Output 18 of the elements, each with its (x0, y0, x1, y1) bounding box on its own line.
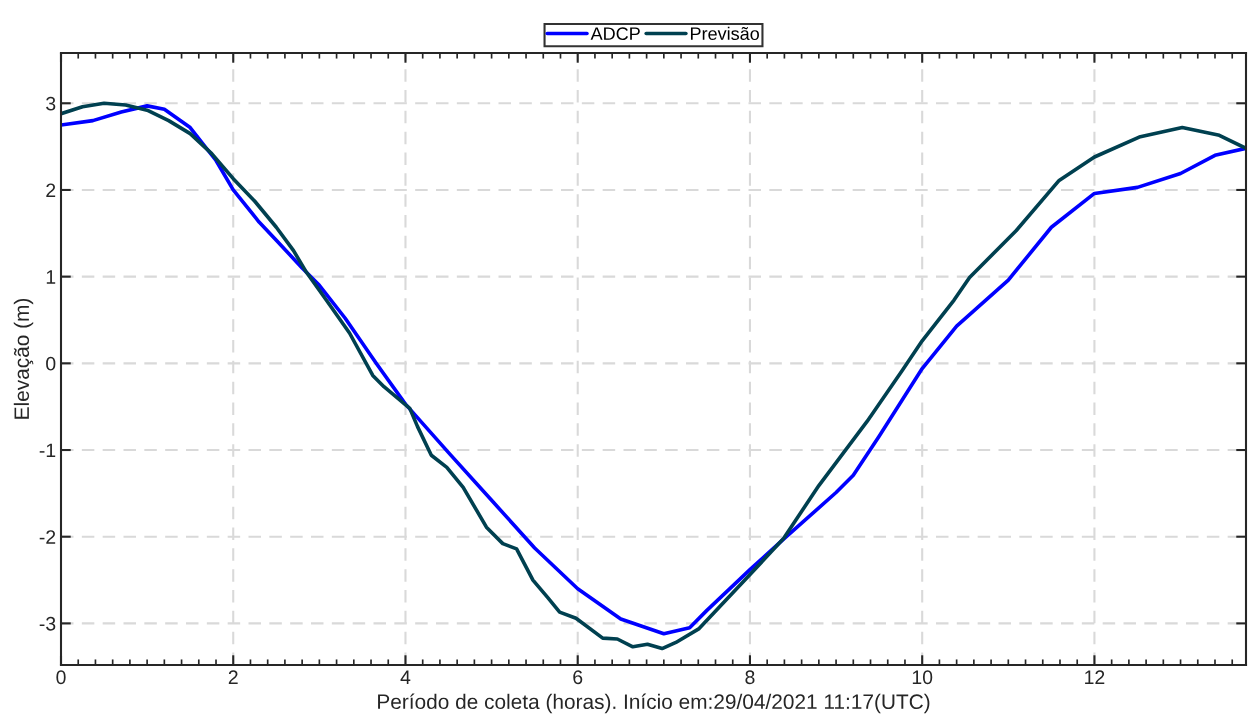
legend-label: ADCP (590, 27, 640, 41)
y-tick-label: 1 (46, 270, 56, 284)
x-tick-label: 8 (745, 670, 755, 685)
x-tick-label: 0 (56, 670, 66, 685)
y-tick-label: -2 (39, 530, 56, 544)
y-tick-label: -1 (39, 443, 56, 458)
y-tick-label: 0 (46, 356, 56, 371)
y-axis-title: Elevação (m) (13, 298, 34, 419)
x-tick-label: 6 (573, 670, 583, 685)
x-tick-label: 12 (1085, 670, 1105, 684)
legend-label: Previsão (690, 26, 759, 41)
y-tick-label: 3 (46, 96, 56, 111)
x-tick-label: 10 (912, 670, 933, 685)
x-axis-title: Período de coleta (horas). Início em:29/04/2021 11:17(UTC) (378, 693, 930, 714)
y-tick-label: -3 (39, 616, 56, 631)
x-tick-label: 4 (400, 670, 411, 684)
y-tick-label: 2 (46, 183, 56, 198)
x-tick-label: 2 (228, 670, 238, 684)
